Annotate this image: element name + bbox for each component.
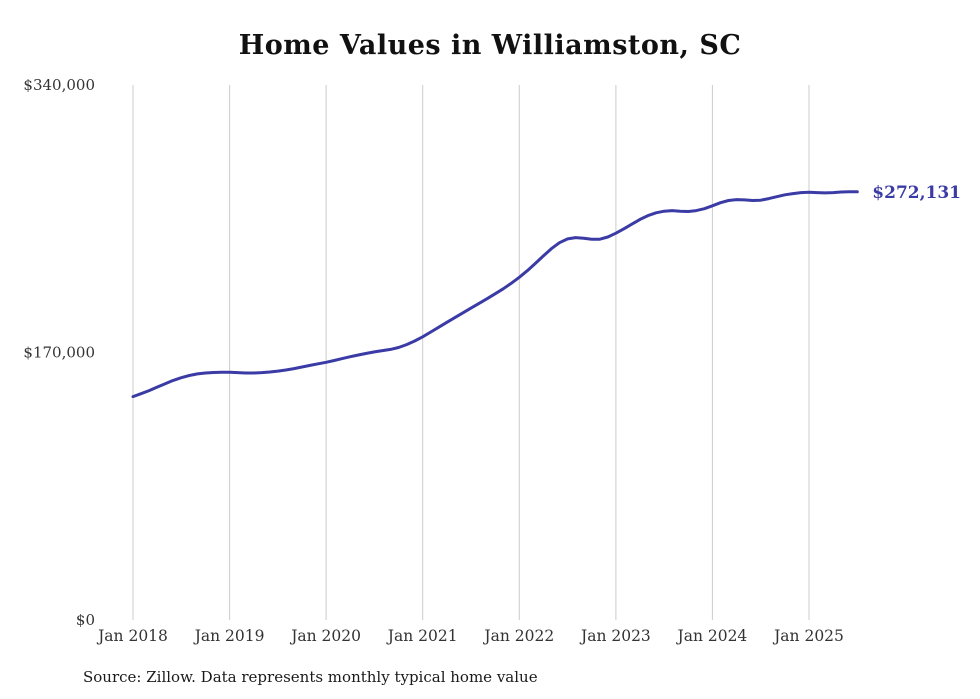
x-axis-tick-label: Jan 2025 [772,627,844,645]
x-axis-tick-label: Jan 2024 [675,627,747,645]
y-axis-tick-label: $340,000 [23,76,95,94]
page-title: Home Values in Williamston, SC [238,30,742,61]
x-axis-tick-label: Jan 2021 [386,627,458,645]
x-axis-tick-label: Jan 2020 [289,627,361,645]
value-line [131,190,859,399]
y-axis-tick-label: $0 [76,611,95,629]
latest-value-label: $272,131 [872,183,961,203]
x-axis-tick-label: Jan 2023 [579,627,651,645]
y-axis-tick-label: $170,000 [23,344,95,362]
x-axis-tick-label: Jan 2018 [96,627,168,645]
source-note: Source: Zillow. Data represents monthly … [83,668,538,686]
x-axis-tick-label: Jan 2022 [482,627,554,645]
x-axis-tick-label: Jan 2019 [193,627,265,645]
